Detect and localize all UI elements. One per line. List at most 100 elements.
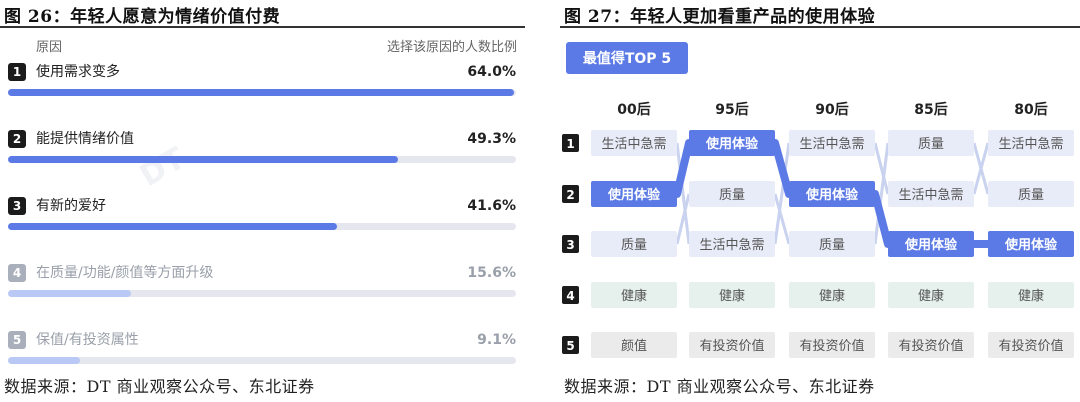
- category-label: 能提供情绪价值: [36, 131, 134, 147]
- bar: [8, 223, 337, 230]
- title-rule: [560, 26, 1080, 28]
- bar-track: [8, 290, 516, 297]
- cell-label: 有投资价值: [898, 338, 963, 354]
- table-cell: [789, 282, 875, 308]
- column-header: 90后: [815, 101, 848, 118]
- rank-badge: 4: [8, 264, 26, 282]
- table-cell: [689, 282, 775, 308]
- column-header: 85后: [914, 101, 947, 118]
- cell-label: 有投资价值: [699, 338, 764, 354]
- rank-badge: [562, 336, 579, 354]
- table-cell: [888, 181, 974, 207]
- category-label: 在质量/功能/颜值等方面升级: [36, 265, 214, 281]
- rank-badge: [562, 134, 579, 152]
- table-cell: [888, 231, 974, 257]
- bar: [8, 156, 398, 163]
- table-cell: [988, 332, 1074, 358]
- cell-label: 生活中急需: [898, 188, 963, 203]
- table-cell: [789, 181, 875, 207]
- bar-row: 5 保值/有投资属性 9.1%: [8, 331, 518, 387]
- rank-number: 1: [566, 137, 574, 151]
- connector-line: [873, 142, 890, 195]
- rank-badge: 3: [8, 197, 26, 215]
- figure-title-26: 图 26：年轻人愿意为情绪价值付费: [4, 7, 281, 27]
- title-rule: [0, 26, 525, 28]
- bar-row: 2 能提供情绪价值 49.3%: [8, 130, 518, 186]
- table-cell: [988, 282, 1074, 308]
- column-header: 95后: [715, 101, 748, 118]
- table-cell: [689, 332, 775, 358]
- connector-line: [675, 142, 691, 245]
- category-label: 有新的爱好: [36, 198, 106, 214]
- cell-label: 有投资价值: [799, 338, 864, 354]
- column-header: 00后: [617, 101, 650, 118]
- rank-badge: [562, 235, 579, 253]
- rank-number: 2: [566, 188, 574, 202]
- bar: [8, 89, 514, 96]
- bar: [8, 290, 132, 297]
- connector-line: [675, 193, 691, 245]
- figure-source-26: 数据来源：DT 商业观察公众号、东北证券: [4, 377, 315, 396]
- table-cell: [591, 130, 677, 156]
- cell-label: 健康: [621, 288, 647, 304]
- table-cell: [591, 332, 677, 358]
- value-label: 41.6%: [467, 198, 516, 214]
- cell-label: 生活中急需: [699, 238, 764, 253]
- table-cell: [888, 130, 974, 156]
- bar-row: 4 在质量/功能/颜值等方面升级 15.6%: [8, 264, 518, 320]
- figure-title-27: 图 27：年轻人更加看重产品的使用体验: [564, 7, 876, 27]
- rank-number: 3: [566, 238, 574, 252]
- value-label: 15.6%: [467, 265, 516, 281]
- cell-label: 有投资价值: [998, 338, 1063, 354]
- table-cell: [591, 282, 677, 308]
- table-cell: [988, 181, 1074, 207]
- table-cell: [789, 130, 875, 156]
- cell-label: 健康: [719, 288, 745, 304]
- cell-label: 质量: [719, 188, 745, 203]
- top5-badge-label: 最值得TOP 5: [583, 50, 671, 67]
- table-cell: [988, 130, 1074, 156]
- bar-track: [8, 156, 516, 163]
- cell-label: 生活中急需: [998, 137, 1063, 152]
- table-cell: [888, 282, 974, 308]
- rank-number: 4: [566, 289, 574, 303]
- connector-line: [773, 193, 791, 245]
- rank-badge: [562, 185, 579, 203]
- connector-line: [773, 142, 791, 245]
- column-header: 80后: [1014, 101, 1047, 118]
- table-cell: [789, 231, 875, 257]
- cell-label: 使用体验: [1004, 237, 1058, 253]
- bar-track: [8, 357, 516, 364]
- table-cell: [591, 181, 677, 207]
- cell-label: 质量: [621, 238, 647, 253]
- cell-label: 质量: [819, 238, 845, 253]
- bar: [8, 357, 80, 364]
- cell-label: 使用体验: [607, 187, 661, 203]
- cell-label: 生活中急需: [601, 137, 666, 152]
- cell-label: 健康: [918, 288, 944, 304]
- table-cell: [689, 181, 775, 207]
- table-cell: [689, 231, 775, 257]
- value-label: 9.1%: [477, 332, 516, 348]
- top5-badge: [566, 42, 688, 74]
- rank-badge: 2: [8, 130, 26, 148]
- table-cell: [888, 332, 974, 358]
- value-label: 49.3%: [467, 131, 516, 147]
- header-ratio: 选择该原因的人数比例: [386, 40, 517, 55]
- connector-line: [873, 142, 890, 245]
- table-cell: [689, 130, 775, 156]
- rank-badge: 1: [8, 63, 26, 81]
- rank-badge: 5: [8, 331, 26, 349]
- cell-label: 生活中急需: [799, 137, 864, 152]
- cell-label: 使用体验: [904, 237, 958, 253]
- cell-label: 质量: [1018, 188, 1044, 203]
- bar-row: 1 使用需求变多 64.0%: [8, 63, 518, 119]
- category-label: 保值/有投资属性: [36, 332, 139, 348]
- right-figure: 图 27：年轻人更加看重产品的使用体验 最值得TOP 5 00后 95后 90后 85后…: [560, 0, 1080, 402]
- cell-label: 质量: [918, 137, 944, 152]
- value-label: 64.0%: [467, 64, 516, 80]
- rank-number: 5: [566, 339, 574, 353]
- category-label: 使用需求变多: [36, 64, 120, 80]
- bar-row: 3 有新的爱好 41.6%: [8, 197, 518, 253]
